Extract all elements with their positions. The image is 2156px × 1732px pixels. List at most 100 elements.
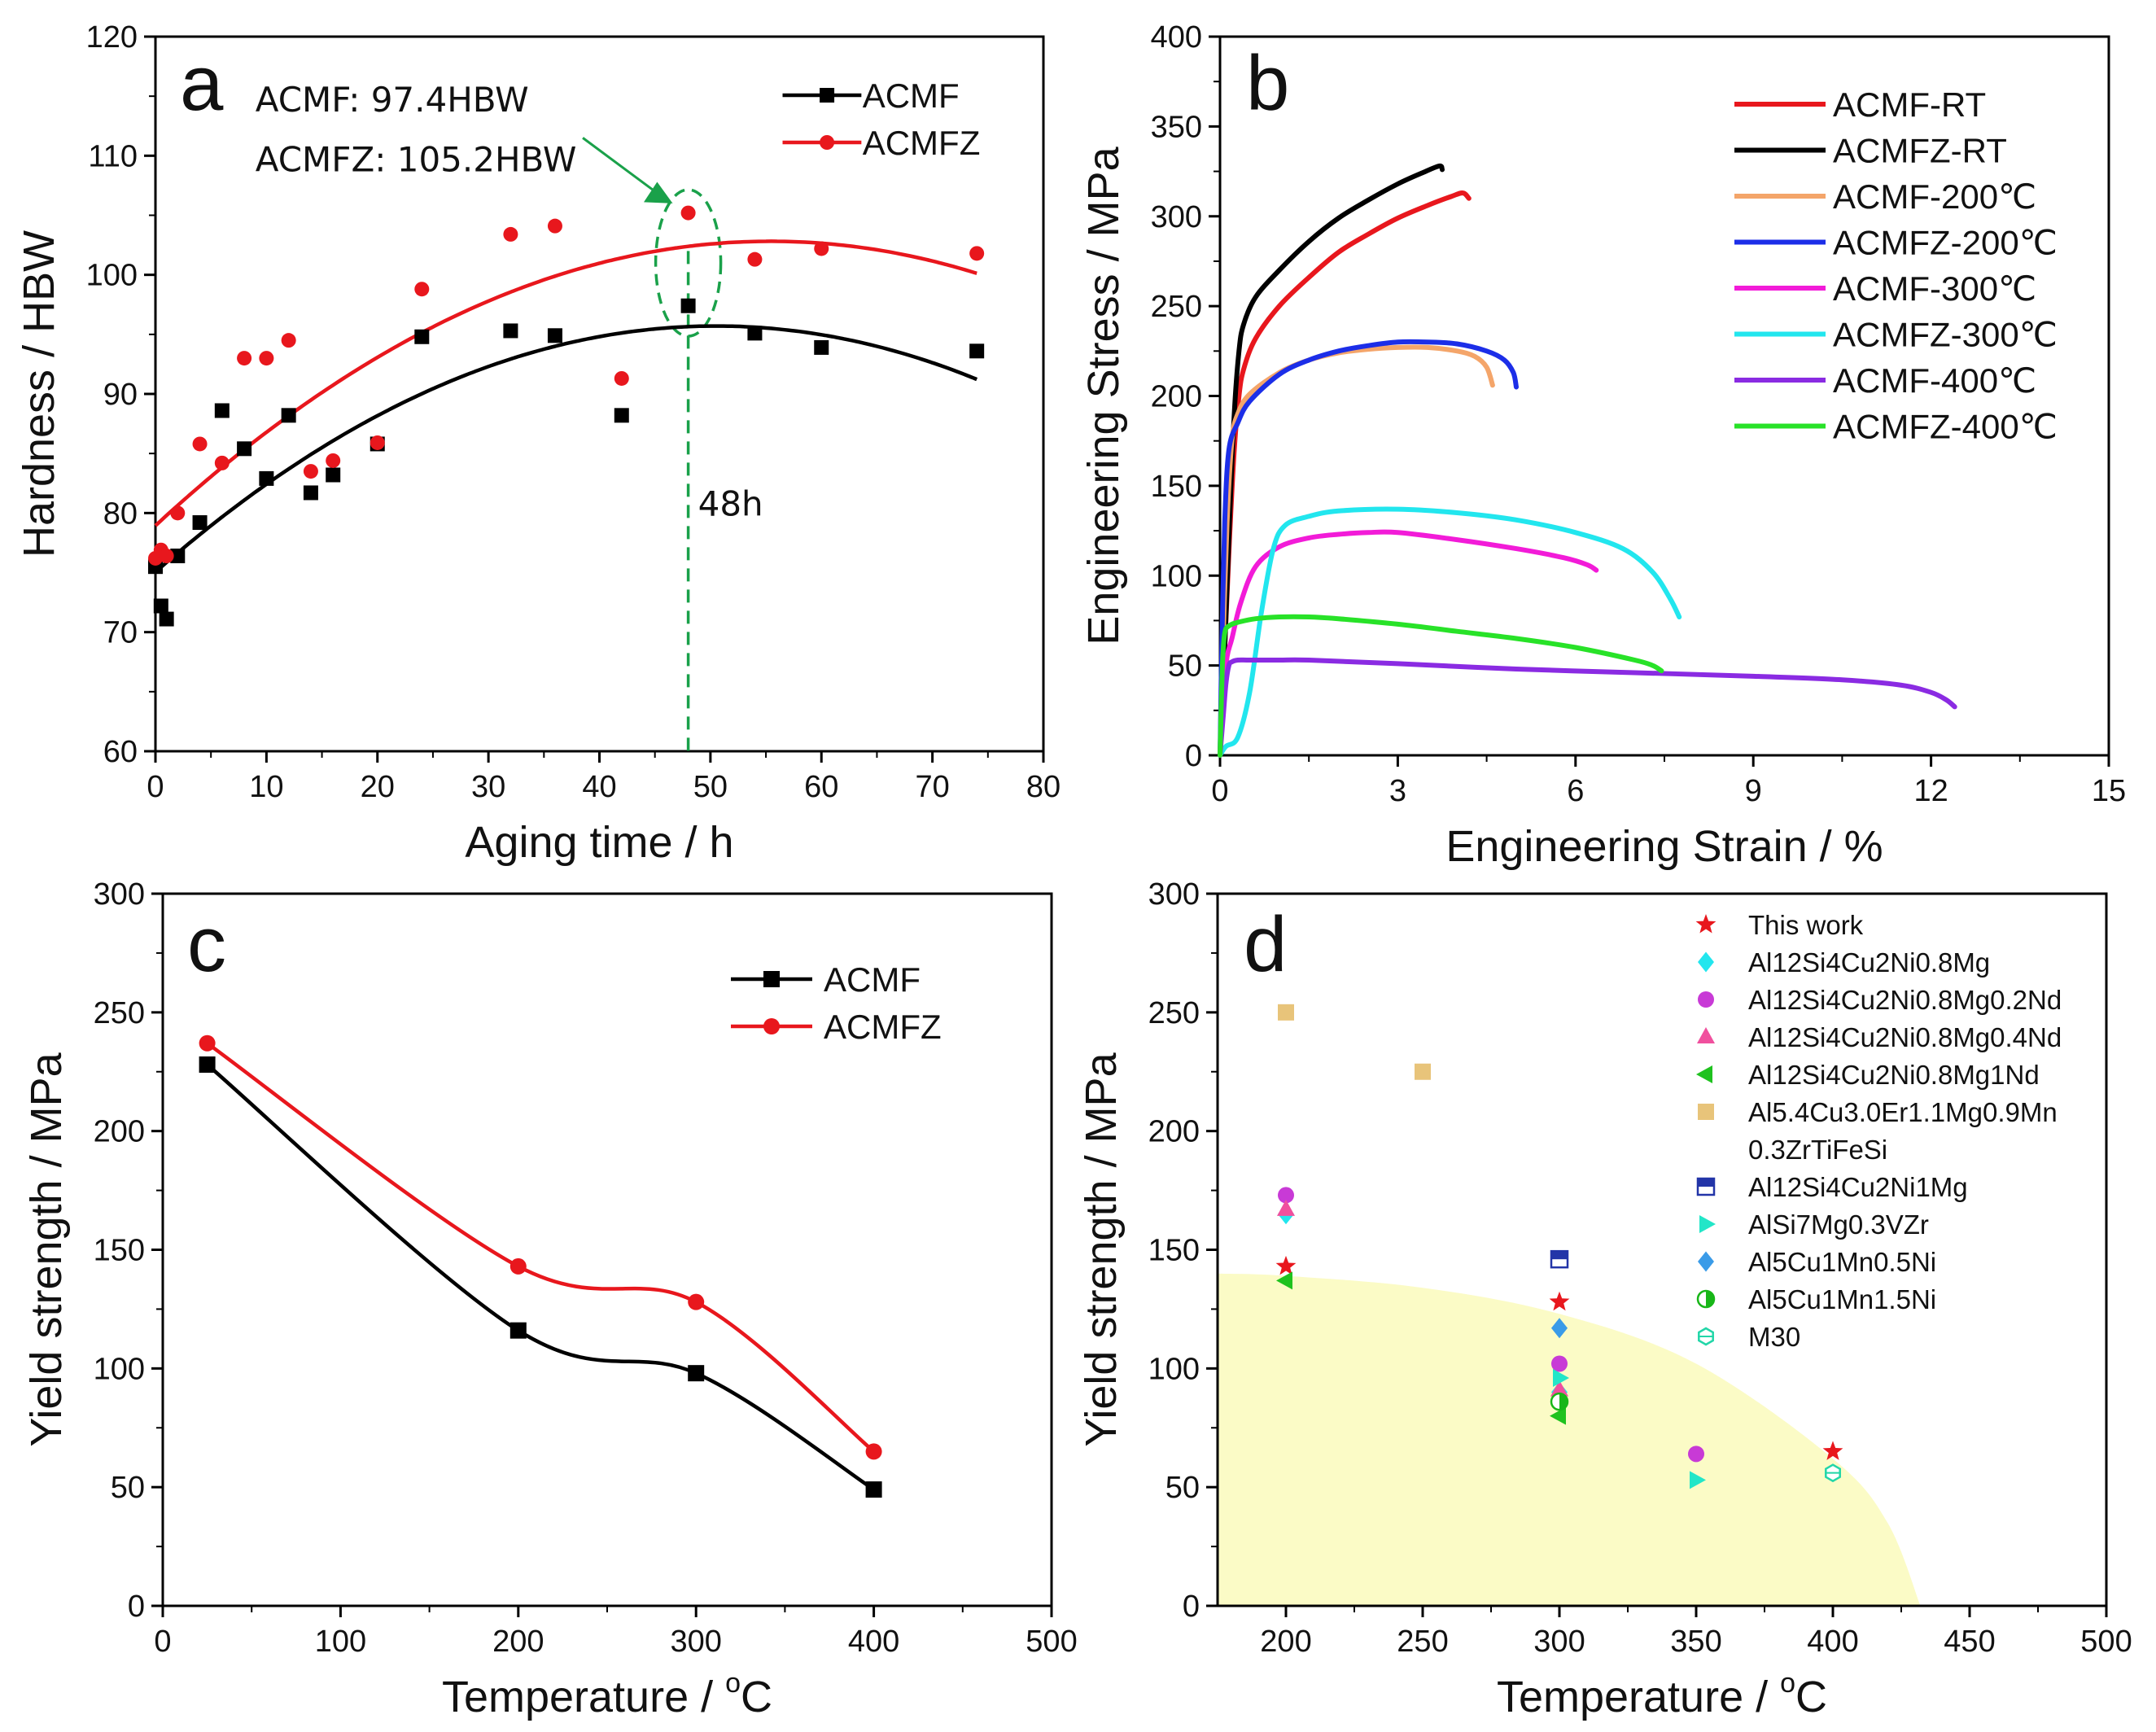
legend-label: ACMF-400℃: [1833, 361, 2036, 400]
x-tick-label: 30: [471, 770, 505, 804]
y-axis-label: Engineering Stress / MPa: [1079, 146, 1128, 645]
x-tick-label: 450: [1944, 1625, 1995, 1659]
y-tick-label: 150: [1151, 470, 1202, 504]
data-point: [281, 333, 296, 348]
legend-marker: [1696, 1177, 1716, 1196]
legend-label: Al12Si4Cu2Ni0.8Mg0.4Nd: [1748, 1022, 2062, 1052]
x-tick-label: 400: [1807, 1625, 1858, 1659]
legend-label: ACMF-RT: [1833, 85, 1986, 124]
x-axis-label-unit: C: [1795, 1673, 1827, 1721]
curve-acmfz-400℃: [1218, 614, 1664, 758]
data-point-fill: [1559, 1393, 1568, 1411]
legend-marker: [1696, 1289, 1716, 1309]
x-tick-label: 80: [1026, 770, 1061, 804]
legend-label-cont: 0.3ZrTiFeSi: [1748, 1135, 1887, 1165]
legend-marker: [1698, 991, 1714, 1008]
y-tick-label: 150: [94, 1234, 145, 1268]
legend-marker: [1698, 1104, 1714, 1120]
data-point: [237, 351, 252, 366]
legend-marker: [1698, 951, 1714, 973]
x-tick-label: 10: [249, 770, 283, 804]
legend-label: ACMFZ: [863, 124, 981, 162]
data-point: [192, 515, 208, 531]
legend-label: Al12Si4Cu2Ni0.8Mg0.2Nd: [1748, 985, 2062, 1015]
x-axis-label: Temperature / oC: [1497, 1668, 1827, 1721]
x-tick-label: 0: [154, 1625, 171, 1659]
y-tick-label: 0: [128, 1590, 145, 1624]
legend-label: This work: [1748, 910, 1864, 940]
data-point: [414, 329, 430, 344]
data-point: [680, 205, 696, 221]
data-point: [303, 464, 318, 479]
curve-acmf-300℃: [1218, 529, 1599, 758]
x-tick-label: 200: [1260, 1625, 1311, 1659]
data-point: [688, 1293, 705, 1310]
x-tick-label: 200: [492, 1625, 544, 1659]
data-point: [1688, 1446, 1704, 1463]
series-acmf: [199, 1056, 882, 1498]
legend: This work Al12Si4Cu2Ni0.8Mg Al12Si4Cu2Ni0.…: [1695, 910, 2062, 1352]
y-tick-label: 400: [1151, 20, 1202, 55]
x-axis-label-text: Temperature /: [442, 1673, 725, 1721]
series-4: [1276, 1271, 1566, 1425]
legend-label: Al12Si4Cu2Ni0.8Mg: [1748, 947, 1990, 978]
data-point: [159, 549, 174, 564]
legend: ACMF-RT ACMFZ-RT ACMF-200℃ ACMFZ-200℃ ACMF-3…: [1734, 85, 2058, 446]
data-point: [865, 1443, 882, 1460]
panel-letter: b: [1246, 40, 1289, 127]
y-tick-label: 100: [1148, 1352, 1200, 1386]
data-point: [214, 455, 230, 470]
curve-acmfz-200℃: [1218, 339, 1519, 758]
y-tick-label: 120: [86, 20, 138, 55]
panel-a: 0 10 20 30 40 50 60 70 80 60 70 80 90 100 110 120 Aging …: [15, 20, 1061, 867]
series-acmf: [148, 298, 985, 627]
curve-acmf-rt: [1218, 190, 1472, 758]
series-7: [1553, 1369, 1706, 1489]
x-tick-label: 0: [1211, 774, 1228, 808]
data-point: [1690, 1471, 1706, 1489]
series-line: [206, 1041, 876, 1454]
legend-marker: [820, 135, 835, 150]
y-tick-label: 60: [103, 735, 138, 769]
annotation-arrow-shaft: [582, 137, 659, 195]
annotation-acmf: ACMF: 97.4HBW: [256, 80, 529, 120]
annotation-arrow-head: [644, 182, 673, 203]
annotation-arrow: [582, 137, 673, 203]
legend-label: Al12Si4Cu2Ni1Mg: [1748, 1172, 1968, 1202]
data-point: [969, 343, 985, 359]
data-point: [547, 218, 562, 234]
data-point: [303, 485, 318, 501]
legend-label: Al5.4Cu3.0Er1.1Mg0.9Mn: [1748, 1097, 2058, 1127]
legend-label: ACMFZ-200℃: [1833, 224, 2058, 262]
plot-frame: [161, 892, 1053, 1607]
legend-label: ACMF: [863, 77, 960, 115]
data-point: [1550, 1380, 1568, 1397]
y-tick-label: 80: [103, 496, 138, 531]
series-8: [1551, 1318, 1568, 1339]
x-tick-label: 20: [361, 770, 395, 804]
data-point: [259, 351, 274, 366]
data-point: [1277, 1199, 1295, 1216]
legend-label: AlSi7Mg0.3VZr: [1748, 1209, 1929, 1240]
data-point: [199, 1034, 216, 1052]
x-tick-label: 400: [848, 1625, 899, 1659]
panel-letter: d: [1244, 901, 1287, 988]
x-tick-label: 300: [670, 1625, 721, 1659]
x-tick-label: 60: [804, 770, 838, 804]
legend-marker-fill: [1698, 1179, 1714, 1187]
legend-label: ACMFZ-300℃: [1833, 316, 2058, 354]
data-point: [1550, 1249, 1569, 1269]
legend-label: Al12Si4Cu2Ni0.8Mg1Nd: [1748, 1060, 2040, 1090]
data-point: [1551, 1355, 1568, 1372]
x-tick-label: 15: [2092, 774, 2126, 808]
legend-label: M30: [1748, 1322, 1800, 1352]
y-tick-label: 200: [94, 1115, 145, 1149]
y-tick-label: 70: [103, 616, 138, 650]
fit-curve-acmf: [154, 324, 978, 574]
data-point: [865, 1481, 882, 1498]
legend-marker: [1698, 1327, 1714, 1346]
legend-marker: [1695, 914, 1716, 934]
fit-curve-acmfz: [154, 239, 977, 527]
data-point: [509, 1322, 527, 1339]
y-tick-label: 200: [1148, 1115, 1200, 1149]
